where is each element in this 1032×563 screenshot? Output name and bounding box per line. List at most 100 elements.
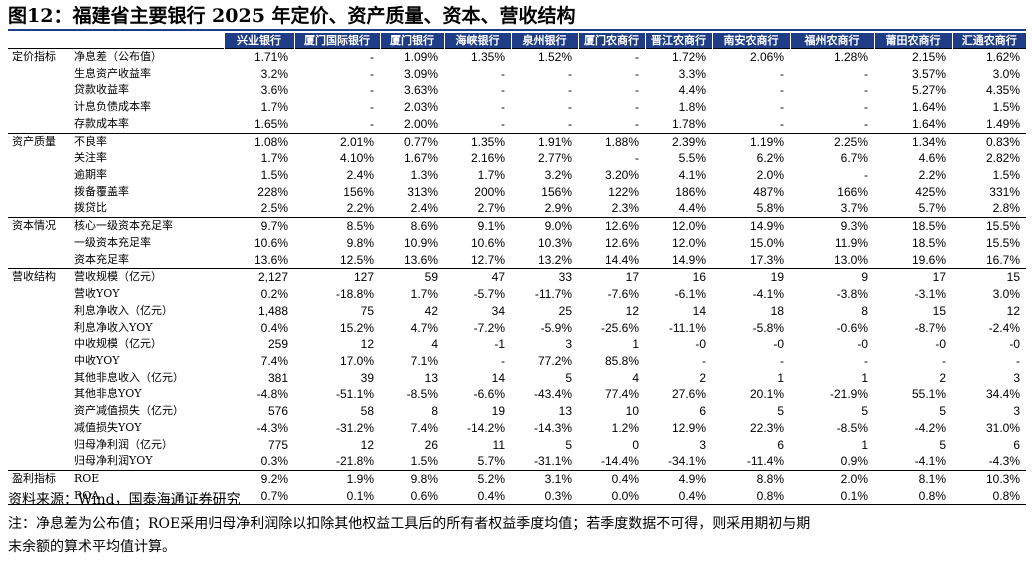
value-cell: 8 bbox=[431, 404, 438, 419]
table-row: 利息净收入YOY 0.4% 15.2% 4.7% -7.2% -5.9% -25.6% -11… bbox=[8, 320, 1026, 337]
value-cell: -0 bbox=[857, 337, 868, 352]
value-cell: - bbox=[370, 116, 374, 131]
value-cell: 1.91% bbox=[511, 132, 578, 151]
value-cell: 5 bbox=[565, 437, 572, 452]
value-cell: 6 bbox=[1013, 437, 1020, 452]
value-cell: -5.9% bbox=[540, 320, 572, 335]
metric-label: 关注率 bbox=[74, 151, 107, 165]
value-cell: -0 bbox=[935, 337, 946, 352]
value-cell: 425% bbox=[915, 184, 946, 199]
value-cell: 1.19% bbox=[712, 132, 790, 151]
source-note: 资料来源：Wind，国泰海通证券研究 bbox=[8, 492, 241, 508]
table-row: 其他非息收入（亿元） 381 39 13 14 5 4 2 1 1 2 3 bbox=[8, 370, 1026, 387]
value-cell: - bbox=[370, 83, 374, 98]
value-cell: 3 bbox=[1013, 404, 1020, 419]
value-cell: - bbox=[635, 116, 639, 131]
metric-label: 净息差（公布值） bbox=[70, 47, 224, 66]
category-cell: 营收结构 bbox=[8, 268, 70, 287]
bank-header: 海峡银行 bbox=[443, 33, 511, 49]
metric-label: 中收YOY bbox=[74, 353, 120, 367]
value-cell: 3.20% bbox=[604, 168, 639, 183]
value-cell: 5 bbox=[861, 404, 868, 419]
value-cell: -5.7% bbox=[473, 287, 505, 302]
category-cell bbox=[8, 437, 70, 454]
value-cell: - bbox=[864, 66, 868, 81]
value-cell: 2.4% bbox=[410, 201, 438, 216]
value-cell: - bbox=[635, 151, 639, 166]
value-cell: 2,127 bbox=[224, 268, 294, 287]
value-cell: 75 bbox=[360, 303, 374, 318]
value-cell: - bbox=[1016, 353, 1020, 368]
bank-header: 南安农商行 bbox=[711, 33, 790, 49]
value-cell: 16.7% bbox=[985, 252, 1020, 267]
value-cell: 12.5% bbox=[339, 252, 374, 267]
table-row: 盈利指标 ROE 9.2% 1.9% 9.8% 5.2% 3.1% 0.4% 4.9% 8.8% 2… bbox=[8, 469, 1026, 488]
value-cell: 0.8% bbox=[952, 487, 1026, 506]
value-cell: 34 bbox=[491, 303, 505, 318]
value-cell: 0.9% bbox=[840, 454, 868, 469]
value-cell: 3.2% bbox=[260, 66, 288, 81]
value-cell: 2.16% bbox=[470, 151, 505, 166]
bank-header: 兴业银行 bbox=[223, 33, 294, 49]
table-row: 资产减值损失（亿元） 576 58 8 19 13 10 6 5 5 5 3 bbox=[8, 403, 1026, 420]
value-cell: -7.6% bbox=[607, 287, 639, 302]
value-cell: 1.8% bbox=[678, 100, 706, 115]
metric-label: 营收YOY bbox=[74, 287, 120, 301]
value-cell: 1.62% bbox=[952, 47, 1026, 66]
value-cell: 487% bbox=[753, 184, 784, 199]
value-cell: - bbox=[864, 168, 868, 183]
value-cell: 20.1% bbox=[749, 387, 784, 402]
value-cell: 85.8% bbox=[604, 353, 639, 368]
value-cell: -4.8% bbox=[256, 387, 288, 402]
value-cell: 313% bbox=[407, 184, 438, 199]
value-cell: 3.2% bbox=[544, 168, 572, 183]
value-cell: 3 bbox=[565, 337, 572, 352]
value-cell: -3.1% bbox=[914, 287, 946, 302]
value-cell: 13.0% bbox=[833, 252, 868, 267]
table-row: 营收YOY 0.2% -18.8% 1.7% -5.7% -11.7% -7.6% -6.1%… bbox=[8, 286, 1026, 303]
value-cell: 9.8% bbox=[380, 469, 444, 488]
value-cell: 5.8% bbox=[756, 201, 784, 216]
value-cell: -25.6% bbox=[600, 320, 639, 335]
category-cell bbox=[8, 184, 70, 201]
value-cell: 77.2% bbox=[537, 353, 572, 368]
value-cell: 1.28% bbox=[790, 47, 874, 66]
metric-label: 减值损失YOY bbox=[74, 420, 142, 434]
table-row: 资产质量 不良率 1.08% 2.01% 0.77% 1.35% 1.91% 1.88% 2.3… bbox=[8, 132, 1026, 151]
value-cell: 4.7% bbox=[410, 320, 438, 335]
value-cell: 3.57% bbox=[911, 66, 946, 81]
value-cell: 9 bbox=[790, 268, 874, 287]
value-cell: 1.64% bbox=[911, 116, 946, 131]
value-cell: -8.7% bbox=[914, 320, 946, 335]
metric-label: 逾期率 bbox=[74, 168, 107, 182]
value-cell: 576 bbox=[267, 404, 288, 419]
metric-label: 资本充足率 bbox=[74, 252, 129, 266]
figure-title: 图12：福建省主要银行 2025 年定价、资产质量、资本、营收结构 bbox=[8, 5, 576, 27]
value-cell: 59 bbox=[380, 268, 444, 287]
value-cell: 259 bbox=[267, 337, 288, 352]
value-cell: - bbox=[635, 100, 639, 115]
value-cell: 0.77% bbox=[380, 132, 444, 151]
category-cell bbox=[8, 353, 70, 370]
value-cell: - bbox=[864, 100, 868, 115]
value-cell: 5 bbox=[565, 370, 572, 385]
value-cell: 13.6% bbox=[403, 252, 438, 267]
value-cell: 16 bbox=[645, 268, 712, 287]
bank-header: 福州农商行 bbox=[789, 33, 874, 49]
value-cell: 12.7% bbox=[470, 252, 505, 267]
value-cell: -21.9% bbox=[829, 387, 868, 402]
value-cell: 8 bbox=[861, 303, 868, 318]
value-cell: 1.5% bbox=[992, 168, 1020, 183]
value-cell: 186% bbox=[675, 184, 706, 199]
metric-label: 存款成本率 bbox=[74, 116, 129, 130]
value-cell: 2.7% bbox=[477, 201, 505, 216]
value-cell: 3.09% bbox=[403, 66, 438, 81]
value-cell: 10.3% bbox=[537, 235, 572, 250]
value-cell: 775 bbox=[267, 437, 288, 452]
value-cell: - bbox=[501, 353, 505, 368]
value-cell: 5.5% bbox=[678, 151, 706, 166]
value-cell: 9.0% bbox=[511, 217, 578, 235]
value-cell: 14.9% bbox=[671, 252, 706, 267]
value-cell: - bbox=[864, 83, 868, 98]
table-row: 一级资本充足率 10.6% 9.8% 10.9% 10.6% 10.3% 12.6% 12.0… bbox=[8, 235, 1026, 252]
